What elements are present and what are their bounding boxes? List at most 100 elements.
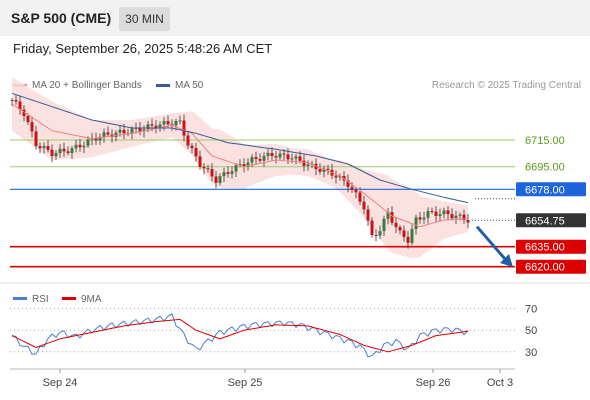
candle-body — [406, 236, 410, 243]
pivot-label: 6678.00 — [525, 184, 565, 196]
candle-body — [178, 120, 182, 122]
candle-body — [150, 124, 154, 126]
candle-body — [166, 121, 170, 125]
rsi-tick-label: 30 — [525, 347, 537, 359]
last-price-label-box — [516, 213, 586, 228]
candle-body — [226, 172, 230, 174]
rsi-line — [11, 313, 469, 358]
support-label: 6635.00 — [525, 242, 565, 254]
candle-body — [82, 145, 86, 148]
candle-body — [402, 230, 406, 237]
ma9-legend-label: 9MA — [81, 294, 102, 305]
candle-body — [302, 160, 306, 166]
forecast-arrow-shaft — [475, 225, 507, 260]
candle-body — [326, 168, 330, 170]
candle-body — [446, 210, 450, 215]
rsi-legend-swatch-icon — [13, 297, 27, 300]
candle-body — [106, 132, 110, 135]
candle-body — [222, 172, 226, 177]
ma9-legend-swatch-icon — [62, 297, 76, 300]
candle-body — [378, 231, 382, 236]
candle-body — [70, 148, 74, 153]
candle-body — [450, 214, 454, 219]
support-label: 6620.00 — [525, 262, 565, 274]
candle-body — [34, 131, 38, 146]
candle-body — [394, 222, 398, 228]
candle-body — [374, 235, 378, 236]
candle-body — [10, 100, 14, 101]
candle-body — [410, 229, 414, 243]
candle-body — [78, 144, 82, 148]
rsi-tick-label: 70 — [525, 304, 537, 316]
legend-ma20-label: MA 20 + Bollinger Bands — [32, 80, 142, 91]
candle-body — [422, 217, 426, 220]
candle-body — [38, 146, 42, 149]
candle-body — [426, 211, 430, 218]
bollinger-band — [12, 77, 468, 259]
credit-label: Research © 2025 Trading Central — [431, 80, 581, 91]
candle-body — [258, 159, 262, 161]
candle-body — [286, 154, 290, 160]
candle-body — [358, 192, 362, 202]
candle-body — [266, 153, 270, 156]
candle-body — [466, 220, 470, 223]
candle-body — [246, 162, 250, 167]
candle-body — [66, 151, 70, 153]
candle-body — [442, 210, 446, 215]
candle-body — [58, 148, 62, 153]
candle-body — [298, 156, 302, 161]
candle-body — [370, 220, 374, 235]
resistance-label: 6695.00 — [525, 162, 565, 174]
candle-body — [194, 148, 198, 157]
candle-body — [390, 212, 394, 223]
candle-body — [186, 135, 190, 146]
candle-body — [462, 214, 466, 220]
last-price-label: 6654.75 — [525, 215, 565, 227]
candle-body — [238, 164, 242, 166]
candle-body — [30, 122, 34, 132]
candle-body — [74, 144, 78, 149]
candle-body — [438, 214, 442, 216]
header-bar: S&P 500 (CME) 30 MIN — [0, 0, 590, 36]
forecast-arrow-head — [500, 254, 513, 267]
candle-body — [254, 157, 258, 159]
candle-body — [362, 201, 366, 210]
x-tick-label: Sep 25 — [228, 377, 263, 389]
candle-body — [250, 157, 254, 163]
pivot-label-box — [516, 182, 586, 197]
candle-body — [158, 124, 162, 129]
candle-body — [202, 166, 206, 169]
candle-body — [22, 109, 26, 116]
legend-ma50-label: MA 50 — [175, 80, 204, 91]
candle-body — [46, 146, 50, 150]
candle-body — [182, 120, 186, 136]
candle-body — [94, 138, 98, 141]
timeframe-badge[interactable]: 30 MIN — [119, 7, 170, 31]
candle-body — [18, 101, 22, 110]
candle-body — [190, 145, 194, 149]
resistance-label: 6715.00 — [525, 135, 565, 147]
candle-body — [454, 215, 458, 219]
candle-body — [130, 128, 134, 134]
ma50-swatch-icon — [156, 83, 170, 87]
candle-body — [98, 136, 102, 141]
candle-body — [146, 124, 150, 130]
candle-body — [282, 153, 286, 155]
candle-body — [14, 100, 18, 102]
candle-body — [162, 121, 166, 125]
candle-body — [206, 168, 210, 170]
candle-body — [62, 148, 66, 152]
candle-body — [198, 156, 202, 167]
candle-body — [234, 165, 238, 172]
candle-body — [50, 149, 54, 157]
candle-body — [386, 212, 390, 219]
candle-body — [382, 218, 386, 232]
candle-body — [214, 176, 218, 183]
candle-body — [114, 132, 118, 137]
candle-body — [434, 211, 438, 216]
candle-body — [350, 186, 354, 190]
instrument-title: S&P 500 (CME) — [11, 10, 112, 26]
candle-body — [366, 209, 370, 221]
candle-body — [458, 214, 462, 216]
